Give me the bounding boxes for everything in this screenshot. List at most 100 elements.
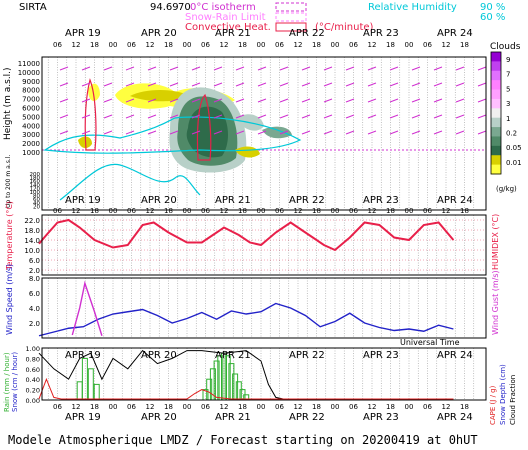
cape-line <box>38 377 454 400</box>
wind-arrow <box>477 130 487 135</box>
clouds-top-hour-label: 12 <box>220 41 229 49</box>
wind-arrow <box>169 82 179 87</box>
wind-arrow <box>235 114 245 119</box>
wind-ytick: 4.0 <box>29 305 40 313</box>
precip-bottom-hour-label: 00 <box>183 403 192 411</box>
wind-arrow <box>455 130 465 135</box>
mid-hour-label: 18 <box>238 207 247 215</box>
mid-day-label: APR 24 <box>437 195 473 206</box>
precip-ytick: 0.00 <box>26 397 40 405</box>
wind-arrow <box>213 82 223 87</box>
cloud-blob <box>235 146 260 158</box>
wind-arrow <box>213 130 223 135</box>
temp-ylabel: Temperature (°C) <box>5 201 14 271</box>
wind-arrow <box>455 114 465 119</box>
precip-bottom-hour-label: 00 <box>109 403 118 411</box>
mid-day-label: APR 20 <box>141 195 177 206</box>
clouds-top-hour-label: 12 <box>72 41 81 49</box>
mid-hour-label: 00 <box>331 207 340 215</box>
precip-bottom-hour-label: 06 <box>201 403 210 411</box>
rain-bar <box>87 368 94 401</box>
clouds-top-hour-label: 06 <box>53 41 62 49</box>
clouds-ytick-low: 200 <box>30 172 41 178</box>
clouds-top-hour-label: 18 <box>460 41 469 49</box>
clouds-ytick-high: 9000 <box>22 78 40 86</box>
wind-arrow <box>345 66 355 71</box>
wind-arrow <box>323 66 333 71</box>
wind-ytick: 6.0 <box>29 290 40 298</box>
legend-rh-60: 60 % <box>480 12 505 23</box>
wind-arrow <box>477 82 487 87</box>
wind-arrow <box>279 66 289 71</box>
wind-arrow <box>411 82 421 87</box>
clouds-ytick-low: 160 <box>30 179 41 185</box>
wind-arrow <box>389 130 399 135</box>
precip-bottom-day-label: APR 20 <box>141 412 177 423</box>
wind-arrow <box>59 130 69 135</box>
colorbar-tick: 0.01 <box>506 159 522 167</box>
clouds-top-hour-label: 06 <box>349 41 358 49</box>
mid-day-label: APR 19 <box>65 195 101 206</box>
precip-top-day-label: APR 20 <box>141 350 177 361</box>
colorbar-swatch <box>491 127 501 137</box>
precip-bottom-hour-label: 12 <box>220 403 229 411</box>
mid-hour-label: 18 <box>386 207 395 215</box>
wind-arrow <box>191 66 201 71</box>
precip-bottom-day-label: APR 21 <box>215 412 251 423</box>
precip-ytick: 0.20 <box>26 387 40 395</box>
cloud-blob <box>88 83 100 102</box>
clouds-ytick-low: 140 <box>30 183 41 189</box>
clouds-top-hour-label: 00 <box>257 41 266 49</box>
wind-arrow <box>279 82 289 87</box>
wind-arrow <box>301 66 311 71</box>
wind-ylabel2: Wind Gust (m/s) <box>491 270 500 335</box>
wind-arrow <box>235 130 245 135</box>
precip-bottom-hour-label: 12 <box>72 403 81 411</box>
convective-contour <box>84 78 97 151</box>
mid-hour-label: 12 <box>368 207 377 215</box>
wind-arrow <box>411 114 421 119</box>
cloud-blob <box>262 126 292 139</box>
temp-ytick: 2.0 <box>29 267 40 275</box>
wind-arrow <box>147 130 157 135</box>
clouds-ytick-high: 2000 <box>22 140 40 148</box>
wind-arrow <box>169 98 179 103</box>
wind-arrow <box>433 130 443 135</box>
wind-arrow <box>191 114 201 119</box>
precip-bottom-hour-label: 18 <box>90 403 99 411</box>
wind-arrow <box>301 82 311 87</box>
temp-ytick: 10.0 <box>24 247 40 255</box>
clouds-ytick-low: 120 <box>30 186 41 192</box>
precip-top-day-label: APR 21 <box>215 350 251 361</box>
legend-rh-90: 90 % <box>480 2 505 13</box>
mid-hour-label: 00 <box>183 207 192 215</box>
clouds-top-hour-label: 12 <box>442 41 451 49</box>
clouds-top-hour-label: 18 <box>90 41 99 49</box>
clouds-top-hour-label: 06 <box>201 41 210 49</box>
wind-arrow <box>257 66 267 71</box>
rain-bar <box>93 383 100 401</box>
wind-arrow <box>191 98 201 103</box>
rh90-contour <box>43 116 302 154</box>
precip-bottom-hour-label: 12 <box>146 403 155 411</box>
precip-top-day-label: APR 23 <box>363 350 399 361</box>
mid-hour-label: 12 <box>220 207 229 215</box>
wind-arrow <box>389 82 399 87</box>
mid-hour-label: 06 <box>349 207 358 215</box>
temp-ytick: 6.0 <box>29 257 40 265</box>
mid-hour-label: 06 <box>201 207 210 215</box>
wind-arrow <box>389 66 399 71</box>
colorbar-tick: 0.2 <box>506 129 517 137</box>
rain-bar <box>228 363 235 401</box>
clouds-ytick-low: 180 <box>30 176 41 182</box>
clouds-top-day-label: APR 20 <box>141 28 177 39</box>
wind-arrow <box>257 82 267 87</box>
site-name: SIRTA <box>19 2 47 13</box>
precip-bottom-day-label: APR 24 <box>437 412 473 423</box>
wind-arrow <box>411 130 421 135</box>
mid-hour-label: 18 <box>90 207 99 215</box>
wind-arrow <box>81 114 91 119</box>
clouds-frame <box>41 56 487 211</box>
